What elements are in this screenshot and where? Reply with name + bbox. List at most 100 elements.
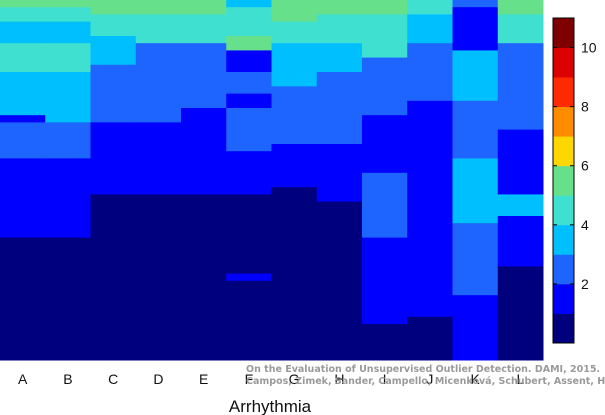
heatmap-cell-F-1 [226,7,272,37]
column-label-G: G [289,371,300,387]
heatmap-cell-G-4 [271,144,318,188]
heatmap-cell-I-5 [362,237,408,325]
heatmap-cell-C-6 [90,194,137,361]
heatmap-cell-D-3 [135,122,182,195]
heatmap-cell-H-1 [316,14,363,44]
heatmap-cell-B-1 [45,7,91,23]
heatmap-cell-C-4 [90,122,137,159]
colorbar-segment-7 [553,106,574,137]
heatmap-cell-F-8 [226,194,272,275]
column-label-C: C [108,371,118,387]
heatmap-cell-B-4 [45,72,91,123]
heatmap-cell-A-5 [0,115,46,123]
heatmap-cell-B-2 [45,21,91,44]
heatmap-cell-K-4 [452,158,499,224]
heatmap-cell-A-7 [0,158,46,188]
heatmap-cell-A-4 [0,72,46,116]
heatmap-cell-F-9 [226,273,272,282]
colorbar-segment-0 [553,313,574,344]
heatmap-cell-F-6 [226,108,272,152]
column-label-D: D [153,371,163,387]
column-label-E: E [199,371,208,387]
heatmap-cell-B-9 [45,237,91,361]
column-label-B: B [63,371,72,387]
heatmap-cell-K-2 [452,50,499,102]
heatmap-cell-B-7 [45,187,91,217]
heatmap-cell-F-3 [226,50,272,73]
heatmap-cell-G-0 [271,0,318,23]
column-label-J: J [426,371,433,387]
heatmap-cell-I-3 [362,115,408,174]
colorbar [552,17,575,344]
heatmap-cell-K-0 [452,0,499,8]
colorbar-segment-2 [553,254,574,285]
colorbar-tick-label-6: 6 [581,158,589,174]
heatmap-cell-E-4 [181,122,227,195]
heatmap-cell-G-1 [271,21,318,44]
heatmap-cell-J-2 [407,43,453,102]
colorbar-ticks: 2 4 6 8 10 [553,40,597,292]
heatmap-cell-I-0 [362,0,408,15]
heatmap-cell-L-1 [497,14,544,44]
heatmap-cell-J-5 [407,230,453,318]
heatmap-cell-A-8 [0,187,46,217]
watermark-line-1: On the Evaluation of Unsupervised Outlie… [246,364,600,375]
heatmap-cell-D-0 [135,0,182,15]
heatmap-cell-E-3 [181,108,227,123]
heatmap-cell-B-6 [45,158,91,188]
heatmap-cell-F-0 [226,0,272,8]
heatmap-cell-H-3 [316,72,363,145]
heatmap-cell-B-3 [45,43,91,73]
colorbar-segment-10 [553,18,574,48]
heatmap-cell-L-2 [497,43,544,87]
heatmap-cell-I-4 [362,172,408,239]
heatmap-cell-H-6 [316,316,363,361]
heatmap-cell-A-6 [0,122,46,159]
heatmap-cell-E-2 [181,43,227,109]
colorbar-tick-label-10: 10 [581,40,597,56]
heatmap-cell-F-7 [226,151,272,195]
heatmap-cell-A-9 [0,216,46,239]
colorbar-frame [552,17,575,344]
heatmap-cell-E-1 [181,14,227,44]
heatmap-cell-A-1 [0,7,46,23]
colorbar-segment-5 [553,165,574,196]
heatmap-cell-L-4 [497,129,544,195]
heatmap-cell-G-5 [271,187,318,361]
heatmap-cell-B-5 [45,122,91,159]
heatmap-cell-F-4 [226,72,272,95]
heatmap-cell-C-1 [90,14,137,37]
heatmap-cell-K-6 [452,295,499,361]
heatmap-cell-H-0 [316,0,363,15]
heatmap-cell-L-7 [497,266,544,361]
heatmap-cell-B-8 [45,216,91,239]
heatmap-cell-C-5 [90,158,137,195]
heatmap-cell-C-3 [90,64,137,123]
heatmap-cell-F-2 [226,36,272,51]
heatmap-cell-A-3 [0,43,46,73]
heatmap-cell-I-6 [362,324,408,361]
column-label-K: K [470,371,480,387]
colorbar-segment-8 [553,77,574,108]
heatmap-cell-F-5 [226,93,272,109]
colorbar-tick-label-2: 2 [581,276,589,292]
heatmap-cell-J-0 [407,0,453,15]
heatmap-cell-H-2 [316,43,363,73]
heatmap-cell-A-0 [0,0,46,8]
heatmap-cell-I-1 [362,14,408,59]
x-axis-label: Arrhythmia [229,397,312,415]
heatmap-cell-K-1 [452,7,499,51]
heatmap-cell-L-6 [497,216,544,267]
colorbar-segment-3 [553,224,574,255]
heatmap-cell-J-1 [407,14,453,44]
column-labels: A B C D E F G H I J K L [18,371,525,387]
heatmap-cell-G-3 [271,86,318,145]
heatmap-cell-E-0 [181,0,227,15]
colorbar-segment-6 [553,136,574,167]
heatmap-cell-A-10 [0,237,46,361]
heatmap-cell-I-2 [362,57,408,116]
watermark-line-2: Campos, Zimek, Sander, Campello, Micenko… [246,376,605,387]
heatmap-cell-C-2 [90,36,137,66]
heatmap-cell-J-6 [407,316,453,361]
